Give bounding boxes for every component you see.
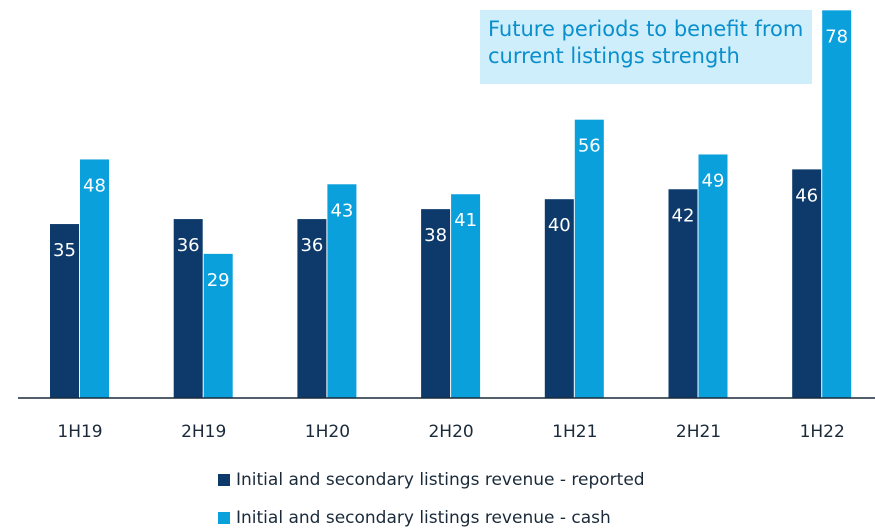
x-tick-label: 2H20	[428, 422, 473, 442]
legend-swatch	[218, 474, 230, 486]
data-label: 36	[300, 235, 323, 256]
data-label: 42	[672, 205, 695, 226]
legend-label: Initial and secondary listings revenue -…	[236, 508, 611, 528]
x-tick-label: 1H22	[800, 422, 845, 442]
bar	[327, 184, 357, 398]
bar	[544, 199, 574, 398]
data-label: 78	[825, 26, 848, 47]
bar	[792, 169, 822, 398]
legend-label: Initial and secondary listings revenue -…	[236, 470, 645, 490]
x-tick-label: 1H20	[305, 422, 350, 442]
data-label: 49	[702, 170, 725, 191]
bar	[297, 219, 327, 398]
legend-swatch	[218, 512, 230, 524]
data-label: 35	[53, 240, 76, 261]
bar	[698, 154, 728, 398]
bar	[574, 119, 604, 399]
x-tick-label: 2H19	[181, 422, 226, 442]
bar	[451, 194, 481, 398]
bar	[822, 10, 852, 399]
data-label: 46	[795, 185, 818, 206]
bar	[50, 224, 79, 398]
x-tick-label: 1H19	[57, 422, 102, 442]
data-label: 48	[83, 175, 106, 196]
data-label: 38	[424, 225, 447, 246]
data-label: 36	[177, 235, 200, 256]
data-label: 41	[454, 210, 477, 231]
bar	[421, 209, 451, 398]
data-label: 43	[330, 200, 353, 221]
bar	[80, 159, 109, 398]
annotation: Future periods to benefit from current l…	[480, 10, 812, 84]
data-label: 40	[548, 215, 571, 236]
data-label: 56	[578, 136, 601, 157]
bar	[203, 253, 233, 398]
x-tick-label: 1H21	[552, 422, 597, 442]
bar	[173, 219, 203, 398]
x-tick-label: 2H21	[676, 422, 721, 442]
data-label: 29	[207, 270, 230, 291]
bar	[668, 189, 698, 398]
